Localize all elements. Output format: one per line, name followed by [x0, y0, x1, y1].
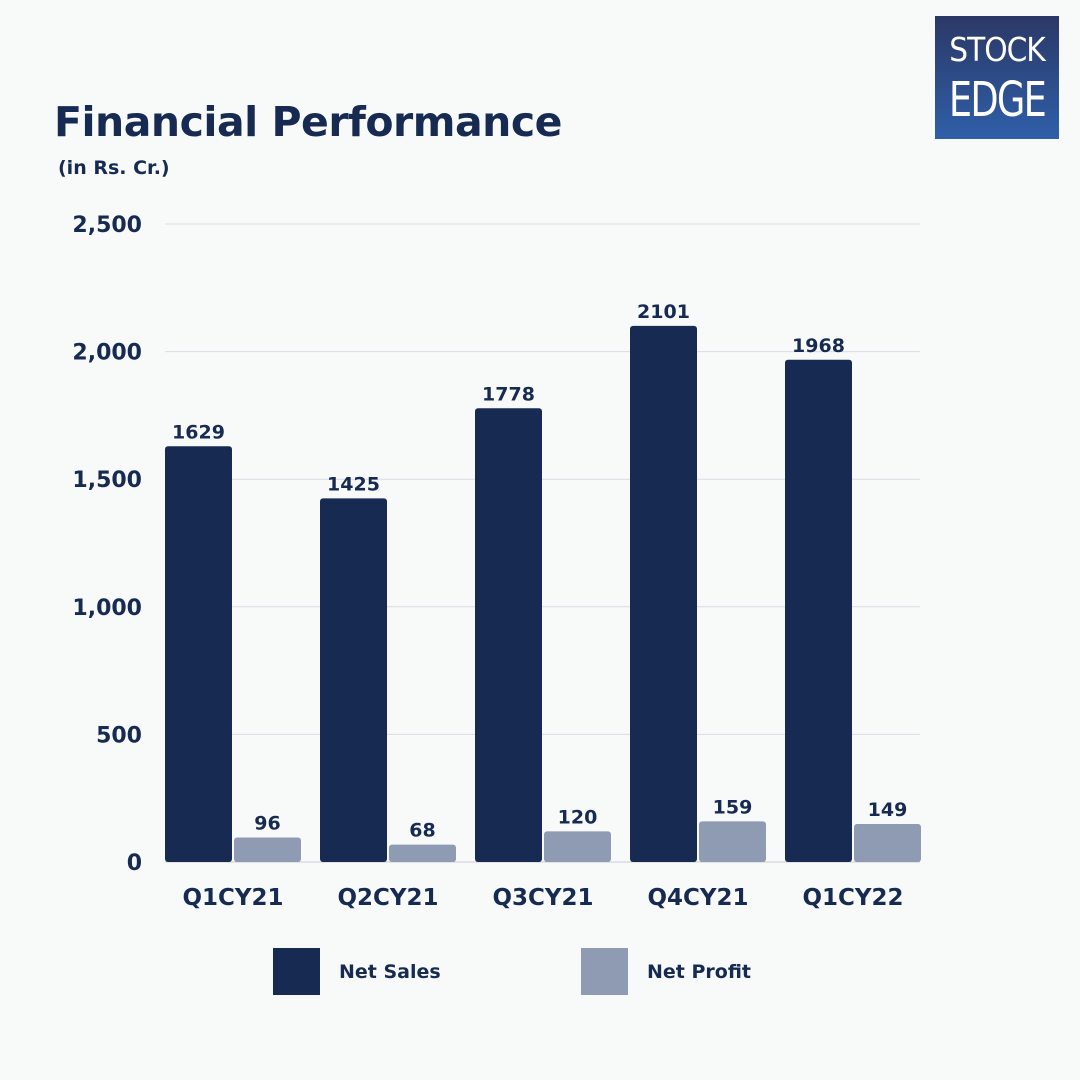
bar-net-sales — [785, 359, 852, 862]
data-label: 159 — [713, 796, 753, 818]
bar-net-profit — [544, 831, 611, 862]
logo-line1: STOCK — [949, 30, 1046, 69]
stockedge-logo: STOCK EDGE — [935, 16, 1059, 139]
bar-net-profit — [854, 823, 921, 862]
legend-swatch — [273, 948, 320, 995]
data-label: 1425 — [327, 473, 380, 495]
chart-subtitle: (in Rs. Cr.) — [58, 157, 170, 179]
legend-label: Net Sales — [339, 961, 441, 983]
bar-net-sales — [630, 325, 697, 862]
legend-swatch — [581, 948, 628, 995]
y-tick-label: 1,000 — [72, 596, 142, 621]
x-tick-label: Q1CY21 — [182, 885, 283, 911]
bar-net-profit — [699, 821, 766, 862]
y-tick-label: 500 — [96, 723, 142, 748]
data-label: 149 — [868, 799, 908, 821]
bar-net-sales — [475, 408, 542, 862]
y-tick-label: 1,500 — [72, 468, 142, 493]
logo-line2: EDGE — [948, 72, 1047, 128]
bar-net-profit — [389, 844, 456, 862]
x-tick-label: Q3CY21 — [492, 885, 593, 911]
data-label: 68 — [409, 820, 435, 842]
data-label: 1629 — [172, 421, 225, 443]
y-tick-label: 2,500 — [72, 213, 142, 238]
chart-title: Financial Performance — [54, 98, 562, 146]
legend-label: Net Profit — [647, 961, 751, 983]
y-tick-label: 0 — [127, 851, 142, 876]
data-label: 1778 — [482, 383, 535, 405]
bar-net-profit — [234, 837, 301, 862]
x-tick-label: Q2CY21 — [337, 885, 438, 911]
bar-net-sales — [165, 446, 232, 862]
data-label: 96 — [254, 813, 280, 835]
bar-net-sales — [320, 498, 387, 862]
data-label: 2101 — [637, 301, 690, 323]
y-tick-label: 2,000 — [72, 341, 142, 366]
x-tick-label: Q4CY21 — [647, 885, 748, 911]
data-label: 120 — [558, 806, 598, 828]
data-label: 1968 — [792, 335, 845, 357]
x-tick-label: Q1CY22 — [802, 885, 903, 911]
